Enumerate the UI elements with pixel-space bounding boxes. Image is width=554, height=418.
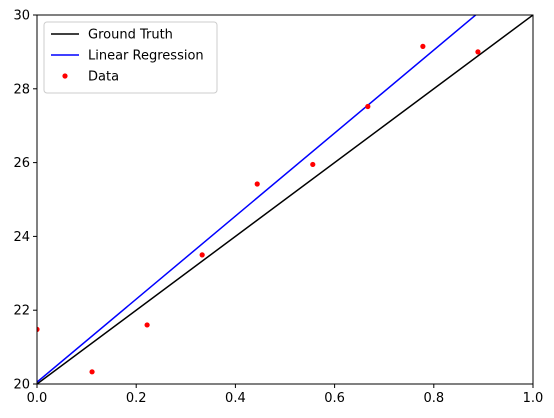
x-tick-label: 0.4 [225,391,246,406]
data-point [254,181,260,187]
series-ground-truth-line [37,15,533,384]
data-point [199,252,205,258]
y-tick-label: 20 [13,378,30,393]
plot-frame [36,14,534,385]
data-point [420,43,426,49]
x-tick-label: 0.2 [126,391,147,406]
y-tick-label: 24 [13,230,30,245]
legend-label-ground-truth: Ground Truth [88,28,173,43]
legend-label-data: Data [88,70,119,85]
x-tick-label: 0.8 [423,391,444,406]
data-point [475,49,481,55]
x-tick-label: 1.0 [523,391,544,406]
data-point [310,161,316,168]
x-tick-label: 0.0 [27,391,48,406]
data-point [89,369,95,375]
y-tick-label: 28 [13,82,30,97]
data-point [37,326,40,332]
legend-swatch-data [62,73,68,79]
x-tick-label: 0.6 [324,391,345,406]
legend-label-linear-regression: Linear Regression [88,49,204,64]
data-point [365,103,371,110]
data-point [144,322,150,328]
y-tick-label: 26 [13,156,30,171]
series-linear-regression-line [37,15,477,383]
legend-box [43,21,218,94]
legend: Ground Truth Linear Regression Data [43,21,218,94]
y-tick-label: 22 [13,304,30,319]
y-tick-label: 30 [13,9,30,24]
